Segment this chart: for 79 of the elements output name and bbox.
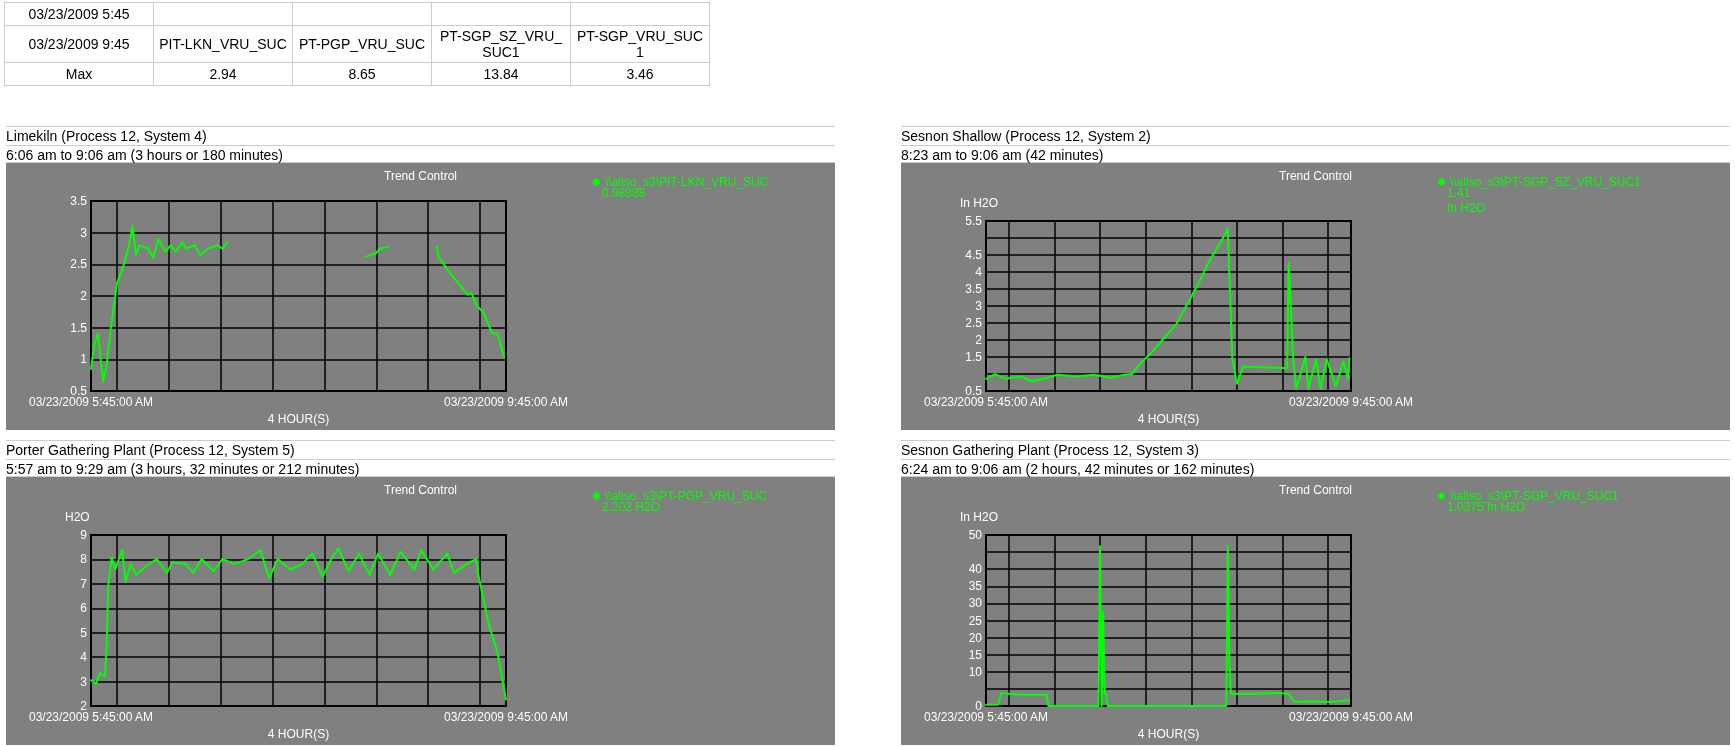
x-tick-label: 03/23/2009 5:45:00 AM (923, 395, 1049, 410)
y-tick-label: 25 (968, 613, 983, 628)
y-axis-title: In H2O (960, 510, 999, 524)
y-tick-label: 30 (968, 596, 983, 611)
data-label: 8.65 (292, 62, 432, 86)
data-label: 2.94 (153, 62, 293, 86)
data-label: 13.84 (431, 62, 571, 86)
y-tick-label: 10 (968, 664, 983, 679)
text: 2.202 H2O (602, 500, 661, 514)
chart-title: Porter Gathering Plant (Process 12, System 5) (6, 440, 835, 459)
text: 03/23/2009 9:45 (4, 25, 154, 63)
y-tick-label: 3 (80, 674, 88, 689)
x-axis-title: 4 HOUR(S) (1137, 727, 1200, 741)
y-tick-label: 3.5 (70, 194, 88, 208)
x-axis-title: 4 HOUR(S) (267, 727, 330, 741)
y-axis-title: H2O (65, 510, 90, 524)
y-tick-label: 3.5 (965, 282, 983, 297)
category-label: PT-SGP_VRU_SUC1 (570, 25, 710, 63)
chart-subtitle: 8:23 am to 9:06 am (42 minutes) (901, 145, 1730, 164)
legend-label: \\aliso_s3\PT-SGP_VRU_SUC1 (1450, 489, 1620, 503)
text: Trend Control (384, 169, 457, 183)
y-tick-label: 4 (80, 650, 88, 665)
chart-subtitle: 6:06 am to 9:06 am (3 hours or 180 minutes) (6, 145, 835, 164)
x-tick-label: 03/23/2009 9:45:00 AM (1288, 710, 1414, 725)
x-tick-label: 03/23/2009 5:45:00 AM (28, 395, 154, 410)
y-tick-label: 1.5 (965, 350, 983, 365)
y-tick-label: 7 (80, 576, 88, 591)
text: Trend Control (1279, 483, 1352, 497)
y-tick-label: 2.5 (965, 316, 983, 331)
text: In H2O (1447, 201, 1486, 215)
legend-label: \\aliso_s3\PT-SGP_SZ_VRU_SUC1 (1450, 175, 1642, 189)
line-series (985, 227, 1351, 390)
legend-label: \\aliso_s3\PT-PGP_VRU_SUC (605, 489, 768, 503)
y-tick-label: 1 (80, 352, 88, 367)
x-tick-label: 03/23/2009 5:45:00 AM (923, 710, 1049, 725)
line-series (90, 547, 507, 701)
y-tick-label: 9 (80, 528, 88, 542)
y-tick-label: 3 (80, 225, 88, 240)
text: Max (4, 62, 154, 86)
y-tick-label: 4 (975, 265, 983, 280)
legend-label: \\aliso_s3\PIT-LKN_VRU_SUC (605, 175, 769, 189)
text: Trend Control (1279, 169, 1352, 183)
x-tick-label: 03/23/2009 9:45:00 AM (443, 395, 569, 410)
y-tick-label: 5 (80, 625, 88, 640)
y-tick-label: 2 (80, 289, 88, 304)
y-tick-label: 5.5 (965, 214, 983, 228)
chart-subtitle: 5:57 am to 9:29 am (3 hours, 32 minutes or 212 minutes) (6, 459, 835, 478)
chart-title: Sesnon Gathering Plant (Process 12, System 3) (901, 440, 1730, 459)
chart-subtitle: 6:24 am to 9:06 am (2 hours, 42 minutes or 162 minutes) (901, 459, 1730, 478)
x-axis-title: 4 HOUR(S) (1137, 412, 1200, 426)
y-tick-label: 50 (968, 528, 983, 542)
data-label: 3.46 (570, 62, 710, 86)
y-tick-label: 15 (968, 647, 983, 662)
text: 0.98888 (602, 186, 646, 200)
y-tick-label: 40 (968, 562, 983, 577)
y-tick-label: 4.5 (965, 248, 983, 263)
line-series (985, 545, 1351, 708)
text: Trend Control (384, 483, 457, 497)
x-tick-label: 03/23/2009 9:45:00 AM (1288, 395, 1414, 410)
chart-title: Limekiln (Process 12, System 4) (6, 126, 835, 145)
y-tick-label: 2 (975, 333, 983, 348)
y-tick-label: 1.5 (70, 320, 88, 335)
x-axis-title: 4 HOUR(S) (267, 412, 330, 426)
category-label: PT-SGP_SZ_VRU_SUC1 (431, 25, 571, 63)
y-tick-label: 3 (975, 299, 983, 314)
text: 1.0375 In H2O (1447, 500, 1526, 514)
text: 1.41 (1447, 186, 1471, 200)
x-tick-label: 03/23/2009 5:45:00 AM (28, 710, 154, 725)
category-label: PIT-LKN_VRU_SUC (153, 25, 293, 63)
y-tick-label: 20 (968, 630, 983, 645)
y-tick-label: 35 (968, 579, 983, 594)
text: 03/23/2009 5:45 (4, 2, 154, 26)
y-tick-label: 6 (80, 601, 88, 616)
y-tick-label: 2.5 (70, 257, 88, 272)
chart-title: Sesnon Shallow (Process 12, System 2) (901, 126, 1730, 145)
y-tick-label: 8 (80, 552, 88, 567)
x-tick-label: 03/23/2009 9:45:00 AM (443, 710, 569, 725)
y-axis-title: In H2O (960, 196, 999, 210)
category-label: PT-PGP_VRU_SUC (292, 25, 432, 63)
